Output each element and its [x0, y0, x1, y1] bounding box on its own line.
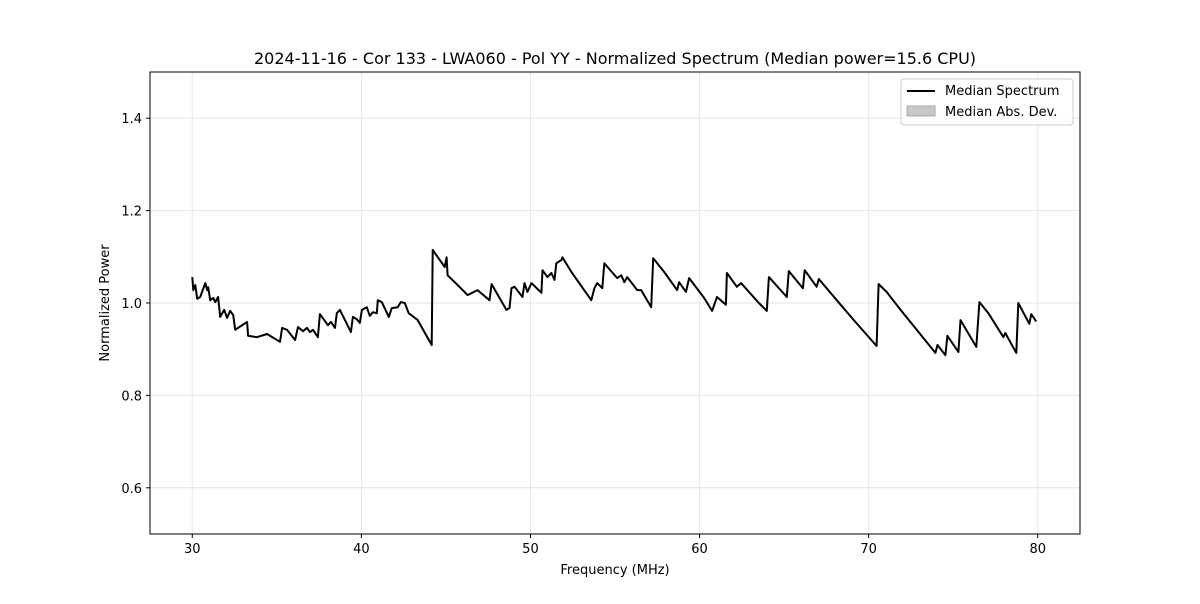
legend-label-median-abs-dev: Median Abs. Dev. — [945, 105, 1057, 120]
x-tick-label: 70 — [860, 542, 877, 557]
legend-patch-swatch — [906, 105, 936, 117]
y-tick-label: 1.2 — [121, 205, 142, 220]
legend-label-median-spectrum: Median Spectrum — [945, 84, 1059, 99]
y-tick-label: 1.4 — [121, 112, 142, 127]
x-tick-label: 30 — [184, 542, 201, 557]
legend: Median Spectrum Median Abs. Dev. — [900, 78, 1074, 126]
y-tick-label: 1.0 — [121, 297, 142, 312]
legend-box — [900, 78, 1074, 126]
x-tick-label: 50 — [522, 542, 539, 557]
y-tick-label: 0.8 — [121, 389, 142, 404]
x-axis: 30 40 50 60 70 80 — [184, 534, 1046, 557]
series-line-median-spectrum — [191, 248, 1038, 357]
series-layer — [191, 248, 1038, 357]
y-tick-label: 0.6 — [121, 482, 142, 497]
x-tick-label: 80 — [1029, 542, 1046, 557]
y-axis-label: Normalized Power — [98, 244, 113, 362]
x-axis-label: Frequency (MHz) — [560, 563, 669, 578]
chart-title: 2024-11-16 - Cor 133 - LWA060 - Pol YY -… — [254, 49, 976, 68]
x-tick-label: 40 — [353, 542, 370, 557]
y-axis: 0.6 0.8 1.0 1.2 1.4 — [121, 112, 150, 497]
x-tick-label: 60 — [691, 542, 708, 557]
